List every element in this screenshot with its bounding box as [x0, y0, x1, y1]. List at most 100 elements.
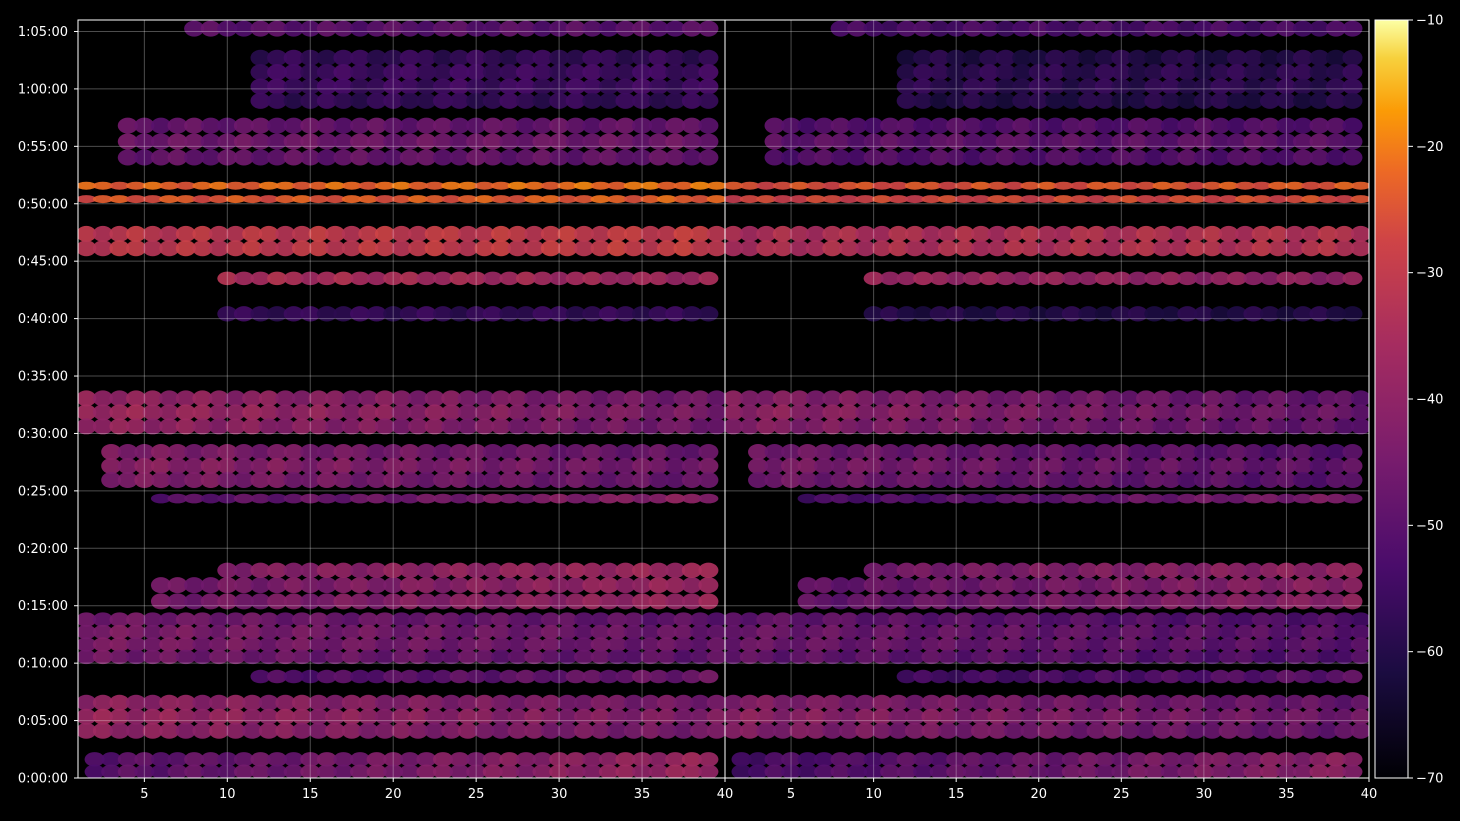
spectrogram-cell — [209, 708, 230, 725]
spectrogram-cell — [772, 240, 793, 257]
spectrogram-cell — [1276, 133, 1297, 150]
spectrogram-cell — [441, 637, 462, 652]
spectrogram-cell — [507, 612, 528, 627]
spectrogram-cell — [1325, 562, 1346, 579]
spectrogram-cell — [1317, 418, 1338, 435]
spectrogram-cell — [258, 418, 279, 435]
spectrogram-cell — [192, 624, 213, 640]
spectrogram-cell — [350, 669, 371, 684]
spectrogram-cell — [217, 20, 238, 37]
spectrogram-cell — [615, 443, 636, 460]
spectrogram-cell — [1094, 593, 1115, 610]
spectrogram-cell — [598, 752, 619, 767]
spectrogram-cell — [987, 390, 1008, 407]
spectrogram-cell — [482, 306, 503, 322]
spectrogram-cell — [739, 637, 760, 652]
spectrogram-cell — [1218, 649, 1239, 665]
spectrogram-cell — [1317, 722, 1338, 739]
spectrogram-cell — [706, 649, 725, 665]
spectrogram-cell — [1334, 649, 1355, 665]
spectrogram-cell — [1020, 225, 1041, 242]
y-tick-label: 0:20:00 — [18, 542, 68, 557]
spectrogram-cell — [499, 20, 520, 37]
spectrogram-cell — [350, 472, 371, 489]
spectrogram-cell — [789, 240, 810, 257]
spectrogram-cell — [1342, 577, 1363, 594]
spectrogram-cell — [913, 593, 934, 610]
spectrogram-cell — [1103, 612, 1124, 627]
spectrogram-cell — [781, 149, 802, 166]
spectrogram-cell — [1028, 306, 1049, 322]
spectrogram-cell — [1226, 149, 1247, 166]
spectrogram-cell — [192, 240, 213, 257]
spectrogram-cell — [217, 764, 238, 778]
spectrogram-cell — [929, 577, 950, 594]
spectrogram-cell — [1061, 443, 1082, 460]
spectrogram-cell — [987, 404, 1008, 421]
spectrogram-cell — [1061, 149, 1082, 166]
spectrogram-cell — [515, 271, 536, 286]
spectrogram-cell — [416, 49, 437, 66]
spectrogram-cell — [598, 443, 619, 460]
spectrogram-cell — [366, 92, 387, 109]
spectrogram-cell — [962, 457, 983, 474]
spectrogram-cell — [772, 694, 793, 711]
spectrogram-cell — [1292, 562, 1313, 579]
spectrogram-cell — [316, 764, 337, 778]
spectrogram-cell — [1094, 271, 1115, 286]
spectrogram-cell — [739, 722, 760, 739]
spectrogram-cell — [1284, 708, 1305, 725]
spectrogram-cell — [814, 117, 835, 134]
spectrogram-cell — [1325, 752, 1346, 767]
spectrogram-cell — [1334, 418, 1355, 435]
spectrogram-cell — [598, 271, 619, 286]
spectrogram-cell — [416, 271, 437, 286]
spectrogram-cell — [987, 708, 1008, 725]
spectrogram-cell — [1309, 20, 1330, 37]
spectrogram-cell — [582, 133, 603, 150]
spectrogram-cell — [109, 694, 130, 711]
spectrogram-cell — [1292, 64, 1313, 81]
spectrogram-cell — [954, 181, 975, 190]
spectrogram-cell — [913, 92, 934, 109]
spectrogram-cell — [1334, 694, 1355, 711]
spectrogram-cell — [681, 764, 702, 778]
spectrogram-cell — [134, 443, 155, 460]
spectrogram-cell — [524, 722, 545, 739]
spectrogram-cell — [1012, 472, 1033, 489]
spectrogram-cell — [383, 117, 404, 134]
spectrogram-cell — [549, 92, 570, 109]
spectrogram-cell — [937, 181, 958, 190]
spectrogram-cell — [150, 472, 171, 489]
spectrogram-cell — [1301, 694, 1322, 711]
spectrogram-cell — [830, 577, 851, 594]
spectrogram-cell — [640, 225, 661, 242]
spectrogram-cell — [838, 195, 859, 204]
spectrogram-cell — [1111, 562, 1132, 579]
spectrogram-cell — [1160, 20, 1181, 37]
spectrogram-cell — [573, 195, 594, 204]
spectrogram-cell — [789, 418, 810, 435]
spectrogram-cell — [946, 133, 967, 150]
spectrogram-cell — [987, 637, 1008, 652]
spectrogram-cell — [1086, 722, 1107, 739]
spectrogram-cell — [242, 637, 263, 652]
spectrogram-cell — [1053, 225, 1074, 242]
spectrogram-cell — [929, 133, 950, 150]
spectrogram-cell — [399, 271, 420, 286]
spectrogram-cell — [764, 752, 785, 767]
spectrogram-cell — [822, 708, 843, 725]
spectrogram-cell — [92, 240, 113, 257]
spectrogram-cell — [863, 593, 884, 610]
spectrogram-cell — [134, 457, 155, 474]
spectrogram-cell — [1111, 49, 1132, 66]
spectrogram-cell — [921, 722, 942, 739]
spectrogram-cell — [673, 649, 694, 665]
spectrogram-cell — [1070, 722, 1091, 739]
spectrogram-cell — [995, 133, 1016, 150]
spectrogram-cell — [1152, 612, 1173, 627]
spectrogram-cell — [1235, 390, 1256, 407]
spectrogram-cell — [424, 181, 445, 190]
spectrogram-cell — [441, 624, 462, 640]
spectrogram-cell — [1243, 64, 1264, 81]
